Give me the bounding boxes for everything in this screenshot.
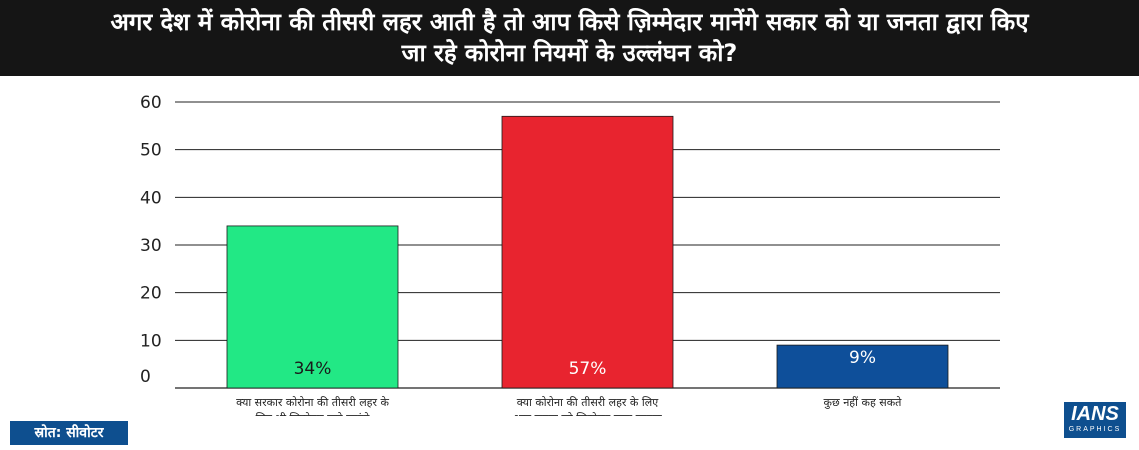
category-label-1-line-1: क्या सरकार कोरोना की तीसरी लहर के: [236, 396, 389, 409]
category-label-3-line-1: कुछ नहीं कह सकते: [824, 396, 903, 409]
bar-2: [501, 115, 674, 389]
data-label-1: 34%: [294, 359, 332, 379]
bar-3: [776, 344, 949, 389]
y-tick-label-20: 20: [140, 284, 162, 304]
data-label-2: 57%: [569, 359, 607, 379]
y-tick-label-50: 50: [140, 141, 162, 161]
category-label-2-line-1: क्या कोरोना की तीसरी लहर के लिए: [517, 396, 659, 409]
bar-chart: 0 10 20 30 40 50 60 34% क्या सरकार कोरोना की तीस…: [140, 93, 1000, 416]
title-line-2: जा रहे कोरोना नियमों के उल्लंघन को?: [401, 39, 738, 67]
y-tick-label-30: 30: [140, 236, 162, 256]
y-tick-label-0: 0: [140, 367, 151, 387]
y-tick-label-60: 60: [140, 93, 162, 113]
title-line-1: अगर देश में कोरोना की तीसरी लहर आती है त…: [110, 8, 1029, 36]
chart-title-banner: अगर देश में कोरोना की तीसरी लहर आती है त…: [0, 0, 1139, 76]
logo-sub: GRAPHICS: [1068, 426, 1122, 433]
y-tick-label-10: 10: [140, 331, 162, 351]
ians-logo: IANS GRAPHICS: [1064, 402, 1126, 438]
logo-brand: IANS: [1071, 403, 1119, 425]
category-label-1-line-2: लिए भी जिम्मेदार माने जाएंगे: [256, 412, 371, 416]
bar-1: [226, 225, 399, 389]
source-label: स्रोत: सीवोटर: [10, 421, 128, 445]
data-label-3: 9%: [849, 348, 876, 368]
category-label-2-line-2: आम जनता को जिम्मेदार माना जाएगा: [513, 412, 662, 416]
y-tick-label-40: 40: [140, 188, 162, 208]
